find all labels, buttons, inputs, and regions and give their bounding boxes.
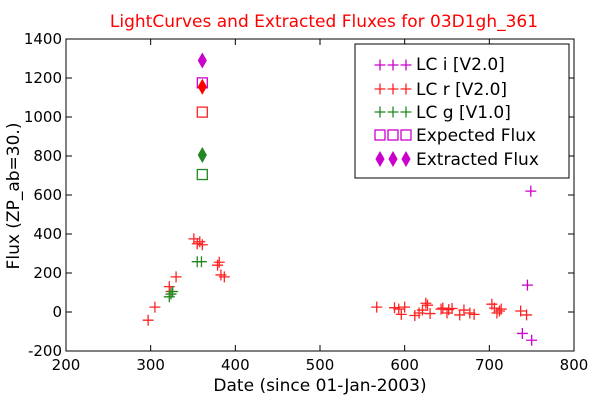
legend-marker-expected-flux-1 <box>387 129 399 141</box>
lc-r-v2-0-point-6 <box>191 238 203 250</box>
legend-label-lc-i: LC i [V2.0] <box>416 55 505 75</box>
y-axis-label: Flux (ZP_ab=30.) <box>4 123 24 270</box>
legend-label-expected-flux: Expected Flux <box>416 126 536 146</box>
legend-label-lc-r: LC r [V2.0] <box>416 80 507 100</box>
lc-r-v2-0-point-8 <box>196 239 208 251</box>
y-tick-label: 200 <box>33 264 62 282</box>
lc-r-v2-0-point-16 <box>395 308 407 320</box>
legend-marker-lc-r-v2-0-1 <box>387 83 399 95</box>
flux-marker-2 <box>196 168 208 181</box>
legend-marker-lc-i-v2-0-1 <box>387 59 399 71</box>
legend-marker-lc-i-v2-0-0 <box>374 59 386 71</box>
lc-r-v2-0-point-28 <box>446 302 458 314</box>
x-tick-label: 300 <box>136 356 165 374</box>
y-tick-label: 1200 <box>24 69 62 87</box>
lc-r-v2-0-point-30 <box>458 304 470 316</box>
flux-marker-3 <box>197 147 207 164</box>
y-tick-label: 1400 <box>24 30 62 48</box>
y-tick-label: 0 <box>52 303 62 321</box>
flux-marker-0 <box>196 106 208 118</box>
lc-r-v2-0-point-37 <box>495 303 507 315</box>
x-tick-label: 200 <box>52 356 81 374</box>
legend-marker-lc-g-v1-0-0 <box>374 106 386 118</box>
legend-marker-lc-r-v2-0-0 <box>374 83 386 95</box>
lc-g-v1-0-point-4 <box>195 256 207 268</box>
lc-r-v2-0-point-39 <box>521 309 533 321</box>
x-axis-label: Date (since 01-Jan-2003) <box>213 376 426 396</box>
lc-r-v2-0-point-4 <box>170 271 182 283</box>
x-tick-label: 400 <box>221 356 250 374</box>
lc-r-v2-0-point-38 <box>515 305 527 317</box>
legend: LC i [V2.0] LC r [V2.0] LC g [V1.0] Expe… <box>354 43 570 179</box>
x-tick-label: 700 <box>475 356 504 374</box>
x-tick-label: 500 <box>306 356 335 374</box>
flux-marker-1 <box>197 78 207 95</box>
lc-r-v2-0-point-13 <box>371 301 383 313</box>
lc-r-v2-0-point-12 <box>218 271 230 283</box>
legend-markers <box>374 59 412 168</box>
legend-frame <box>354 43 570 179</box>
lc-g-v1-0-point-2 <box>167 286 179 298</box>
chart-title: LightCurves and Extracted Fluxes for 03D… <box>110 12 538 32</box>
lc-r-v2-0-point-1 <box>149 301 161 313</box>
lc-i-v2-0-point-3 <box>526 334 538 346</box>
lc-r-v2-0-point-0 <box>142 314 154 326</box>
y-tick-label: 1000 <box>24 108 62 126</box>
y-tick-label: -200 <box>28 342 62 360</box>
lc-r-v2-0-point-20 <box>416 304 428 316</box>
extracted-flux-point-0 <box>197 52 207 69</box>
legend-marker-lc-r-v2-0-2 <box>400 83 412 95</box>
lc-r-v2-0-point-34 <box>488 302 500 314</box>
legend-marker-extracted-flux-0 <box>375 150 385 168</box>
lc-r-v2-0-point-23 <box>424 308 436 320</box>
lc-r-v2-0-point-32 <box>468 308 480 320</box>
x-tick-label: 600 <box>390 356 419 374</box>
legend-marker-lc-g-v1-0-2 <box>400 106 412 118</box>
lc-i-v2-0-point-1 <box>521 279 533 291</box>
legend-marker-extracted-flux-1 <box>388 150 398 168</box>
lc-r-v2-0-point-7 <box>194 236 206 248</box>
x-tick-label: 800 <box>560 356 589 374</box>
lc-i-v2-0-point-0 <box>516 327 528 339</box>
legend-marker-lc-g-v1-0-1 <box>387 106 399 118</box>
lc-r-v2-0-point-9 <box>212 259 224 271</box>
lc-r-v2-0-point-36 <box>493 305 505 317</box>
y-tick-label: 400 <box>33 225 62 243</box>
legend-marker-expected-flux-0 <box>374 129 386 141</box>
legend-label-lc-g: LC g [V1.0] <box>416 103 511 123</box>
legend-marker-lc-i-v2-0-2 <box>400 59 412 71</box>
legend-marker-expected-flux-2 <box>400 129 412 141</box>
lc-i-v2-0-point-2 <box>525 185 537 197</box>
legend-label-extracted-flux: Extracted Flux <box>416 150 539 170</box>
lc-r-v2-0-point-21 <box>420 297 432 309</box>
lc-g-v1-0-point-1 <box>165 288 177 300</box>
lc-r-v2-0-point-22 <box>422 299 434 311</box>
axis-ticks: 200 300 400 500 600 700 800 -200 0 200 400 600 800 10… <box>24 30 589 374</box>
legend-marker-extracted-flux-2 <box>401 150 411 168</box>
y-tick-label: 800 <box>33 147 62 165</box>
y-tick-label: 600 <box>33 186 62 204</box>
lc-r-v2-0-point-17 <box>399 301 411 313</box>
lc-r-v2-0-point-10 <box>213 256 225 268</box>
lc-r-v2-0-point-15 <box>393 303 405 315</box>
plot-marks <box>142 52 538 346</box>
